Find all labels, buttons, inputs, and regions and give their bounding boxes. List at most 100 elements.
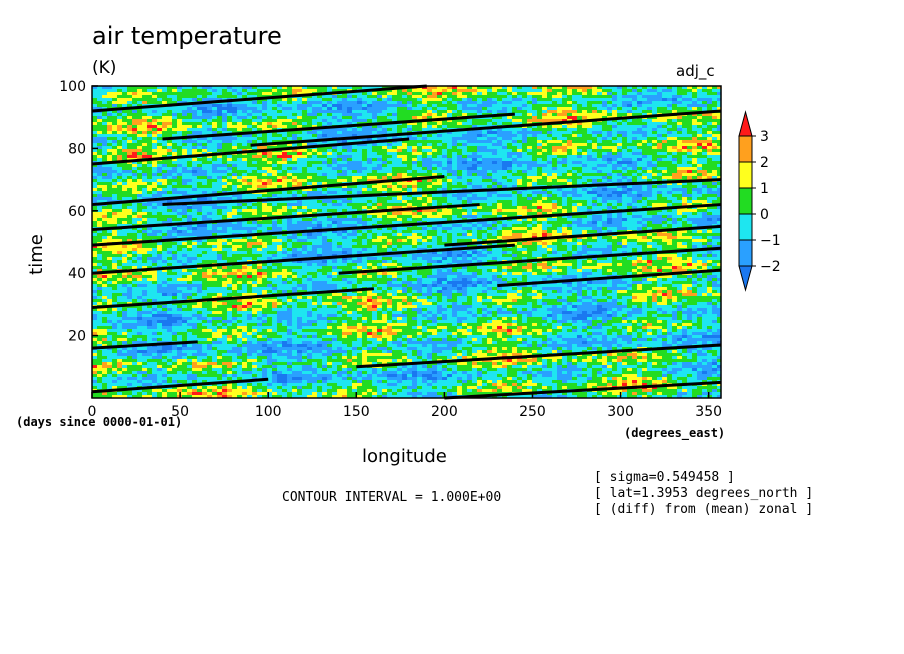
heatmap-cell: [362, 92, 367, 95]
heatmap-cell: [147, 110, 152, 113]
heatmap-cell: [557, 95, 562, 98]
heatmap-cell: [632, 146, 637, 149]
heatmap-cell: [547, 92, 552, 95]
heatmap-cell: [557, 188, 562, 191]
heatmap-cell: [712, 86, 717, 89]
heatmap-cell: [542, 191, 547, 194]
heatmap-cell: [267, 170, 272, 173]
heatmap-cell: [647, 194, 652, 197]
heatmap-cell: [312, 86, 317, 89]
heatmap-cell: [392, 89, 397, 92]
heatmap-cell: [437, 146, 442, 149]
heatmap-cell: [622, 161, 627, 164]
heatmap-cell: [337, 191, 342, 194]
heatmap-cell: [632, 86, 637, 89]
heatmap-cell: [282, 170, 287, 173]
heatmap-cell: [537, 167, 542, 170]
heatmap-cell: [612, 185, 617, 188]
heatmap-cell: [392, 161, 397, 164]
heatmap-cell: [682, 101, 687, 104]
heatmap-cell: [207, 95, 212, 98]
heatmap-cell: [692, 119, 697, 122]
heatmap-cell: [172, 122, 177, 125]
heatmap-cell: [417, 173, 422, 176]
heatmap-cell: [512, 116, 517, 119]
heatmap-cell: [352, 140, 357, 143]
heatmap-cell: [637, 107, 642, 110]
heatmap-cell: [212, 149, 217, 152]
heatmap-cell: [527, 125, 532, 128]
heatmap-cell: [647, 125, 652, 128]
heatmap-cell: [682, 170, 687, 173]
heatmap-cell: [692, 146, 697, 149]
heatmap-cell: [282, 194, 287, 197]
heatmap-cell: [337, 119, 342, 122]
heatmap-cell: [397, 164, 402, 167]
heatmap-cell: [162, 86, 167, 89]
heatmap-cell: [137, 116, 142, 119]
heatmap-cell: [552, 134, 557, 137]
heatmap-cell: [152, 191, 157, 194]
heatmap-cell: [402, 194, 407, 197]
heatmap-cell: [257, 188, 262, 191]
heatmap-cell: [217, 104, 222, 107]
heatmap-cell: [607, 128, 612, 131]
heatmap-cell: [162, 188, 167, 191]
heatmap-cell: [482, 161, 487, 164]
heatmap-cell: [457, 170, 462, 173]
heatmap-cell: [687, 149, 692, 152]
heatmap-cell: [697, 149, 702, 152]
heatmap-cell: [642, 122, 647, 125]
heatmap-cell: [132, 125, 137, 128]
heatmap-cell: [637, 179, 642, 182]
heatmap-cell: [472, 197, 477, 200]
heatmap-cell: [97, 113, 102, 116]
heatmap-cell: [627, 161, 632, 164]
heatmap-cell: [197, 95, 202, 98]
heatmap-cell: [147, 86, 152, 89]
heatmap-cell: [457, 188, 462, 191]
heatmap-cell: [582, 140, 587, 143]
heatmap-cell: [572, 197, 577, 200]
heatmap-cell: [327, 149, 332, 152]
heatmap-cell: [482, 200, 487, 203]
heatmap-cell: [447, 155, 452, 158]
heatmap-cell: [502, 191, 507, 194]
heatmap-cell: [407, 107, 412, 110]
heatmap-cell: [612, 86, 617, 89]
heatmap-cell: [202, 86, 207, 89]
heatmap-cell: [477, 179, 482, 182]
heatmap-cell: [462, 104, 467, 107]
heatmap-cell: [327, 200, 332, 203]
heatmap-cell: [707, 122, 712, 125]
heatmap-cell: [302, 155, 307, 158]
heatmap-cell: [137, 203, 142, 206]
heatmap-cell: [362, 98, 367, 101]
heatmap-cell: [157, 179, 162, 182]
heatmap-cell: [132, 134, 137, 137]
heatmap-cell: [487, 98, 492, 101]
heatmap-cell: [247, 161, 252, 164]
heatmap-cell: [97, 179, 102, 182]
heatmap-cell: [142, 167, 147, 170]
heatmap-cell: [347, 86, 352, 89]
heatmap-cell: [612, 113, 617, 116]
heatmap-cell: [617, 131, 622, 134]
heatmap-cell: [557, 89, 562, 92]
heatmap-cell: [92, 122, 97, 125]
heatmap-cell: [407, 164, 412, 167]
heatmap-cell: [142, 110, 147, 113]
heatmap-cell: [142, 128, 147, 131]
heatmap-cell: [167, 182, 172, 185]
heatmap-cell: [532, 161, 537, 164]
heatmap-cell: [252, 116, 257, 119]
heatmap-cell: [677, 134, 682, 137]
heatmap-cell: [122, 125, 127, 128]
heatmap-cell: [422, 134, 427, 137]
heatmap-cell: [227, 128, 232, 131]
heatmap-cell: [357, 191, 362, 194]
heatmap-cell: [137, 128, 142, 131]
heatmap-cell: [262, 191, 267, 194]
heatmap-cell: [442, 146, 447, 149]
heatmap-cell: [517, 200, 522, 203]
